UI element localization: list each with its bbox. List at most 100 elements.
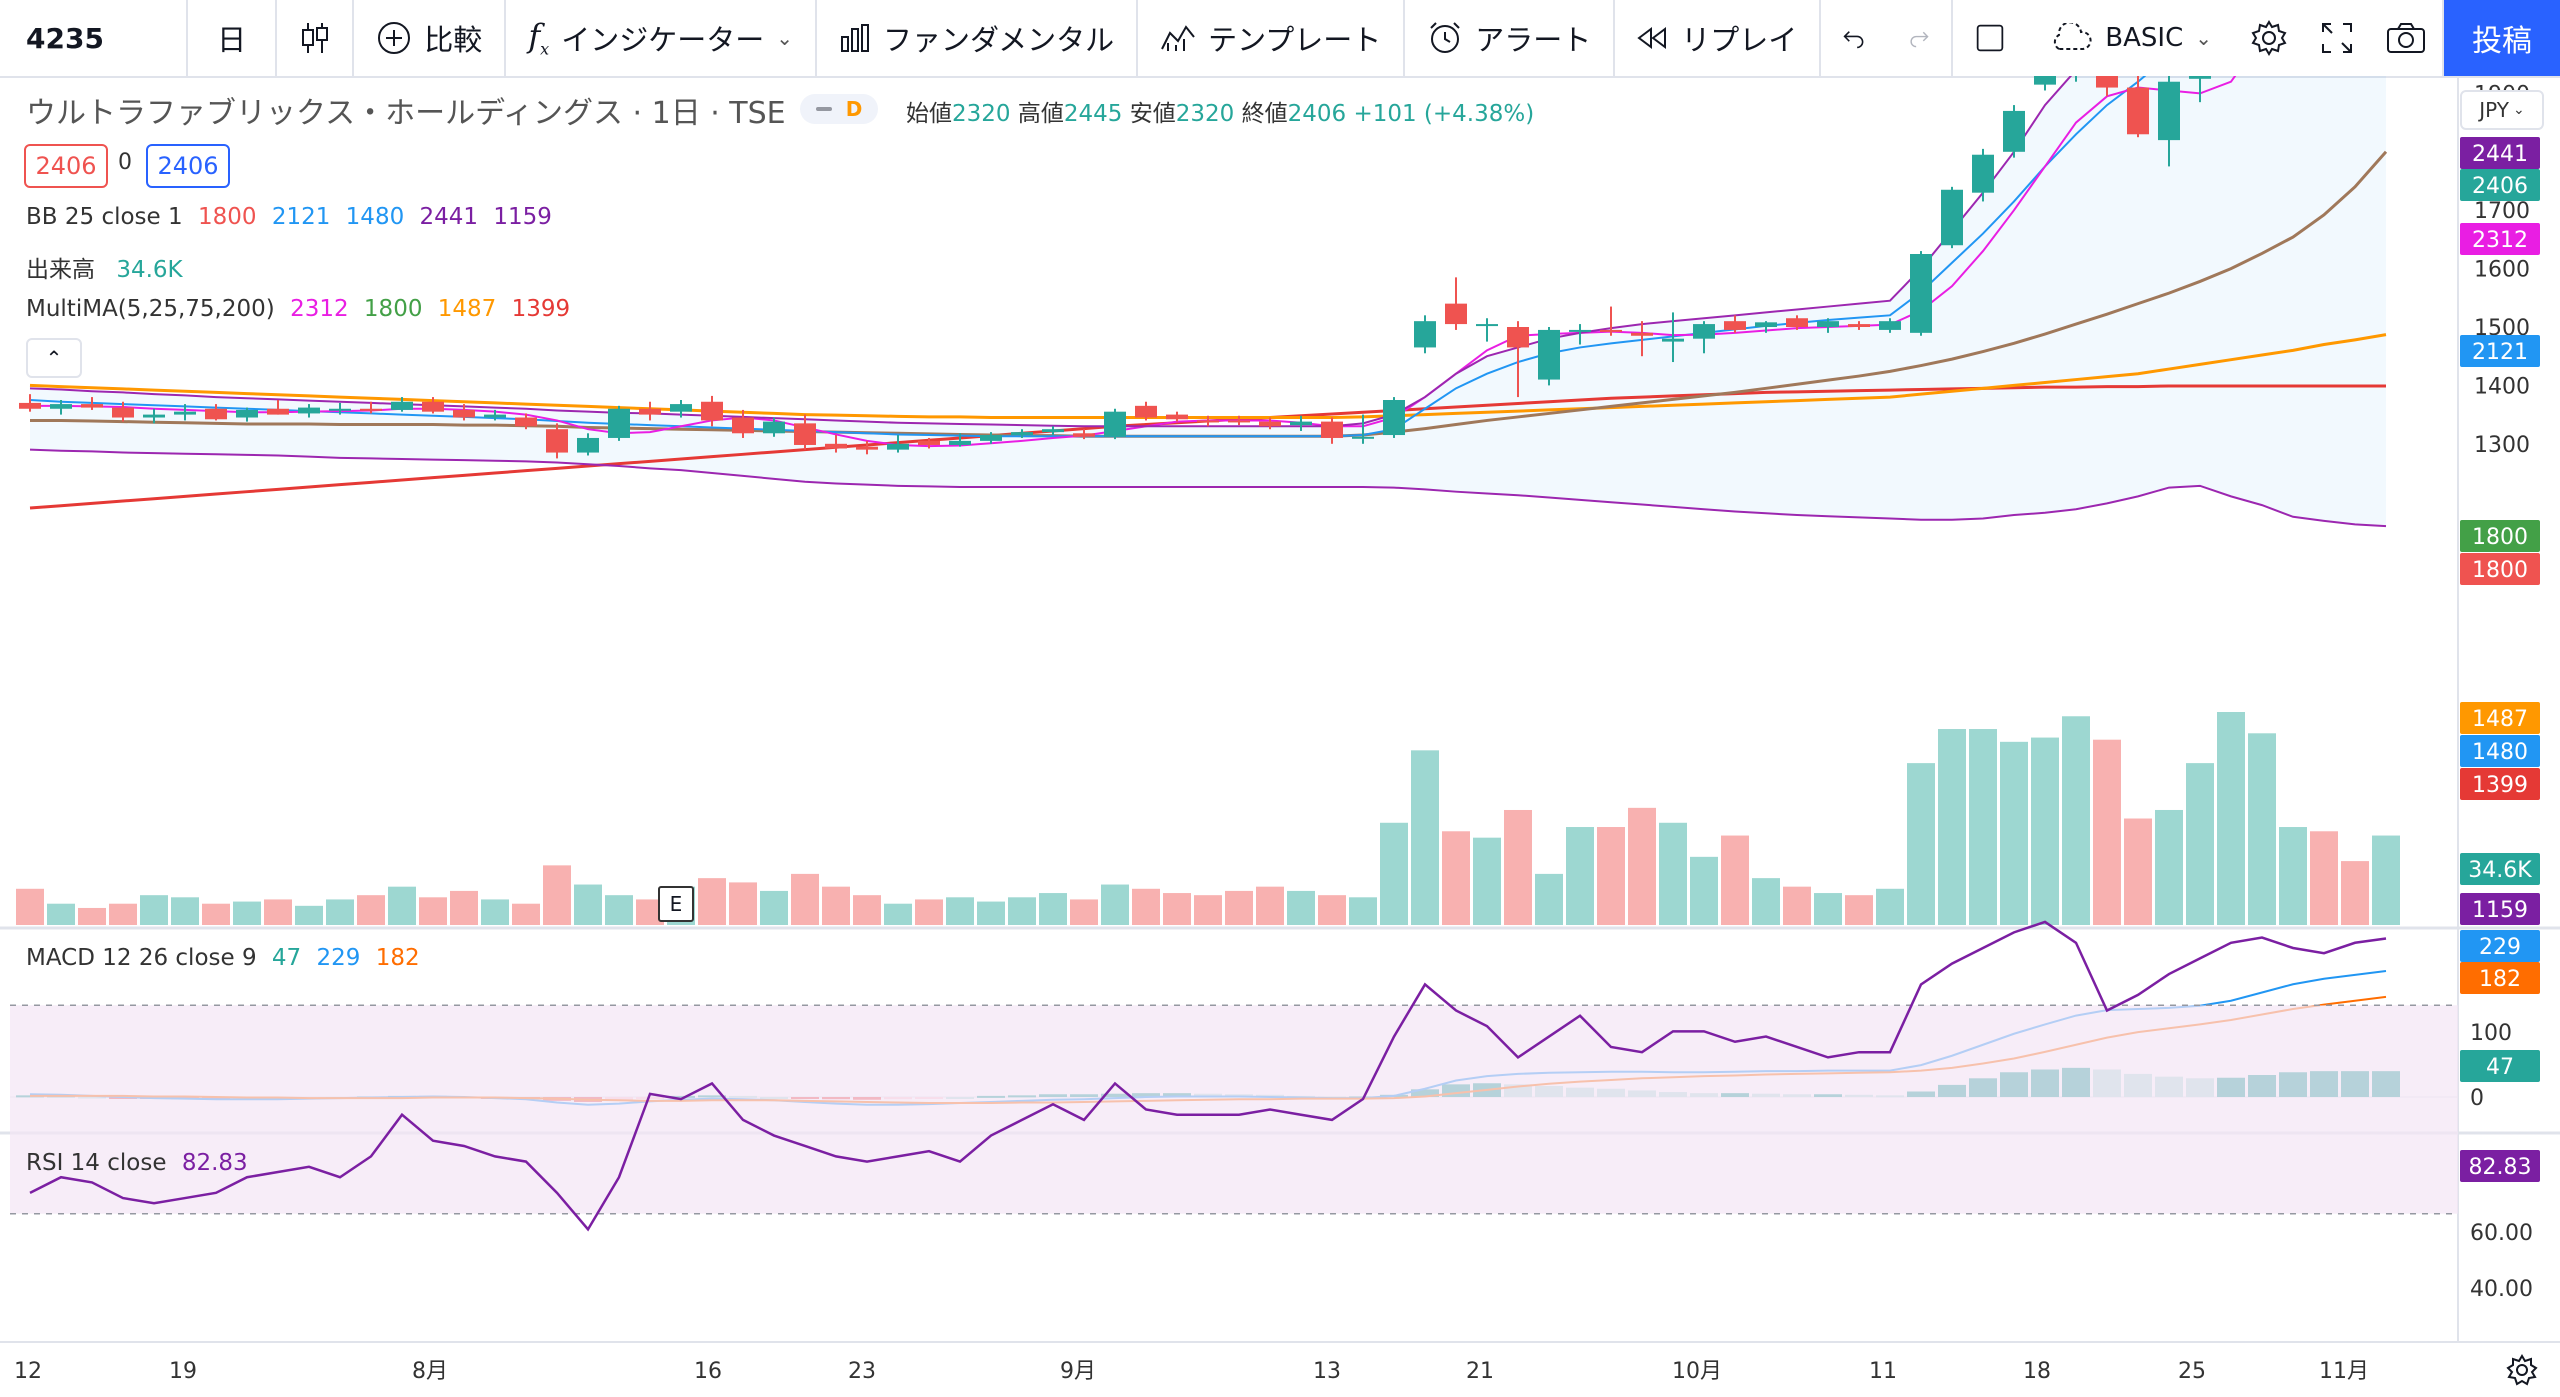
price-tag: 47: [2460, 1050, 2540, 1082]
volume-bar: [1566, 827, 1594, 925]
redo-icon: [1910, 31, 1929, 48]
candle: [1104, 408, 1126, 440]
candle: [1848, 321, 1870, 330]
volume-bar: [140, 895, 168, 925]
volume-bar: [264, 899, 292, 925]
settings-button[interactable]: [2234, 0, 2304, 76]
collapse-legend-button[interactable]: ⌃: [26, 338, 82, 378]
price-tick-label: 1300: [2474, 433, 2530, 458]
candle: [1352, 414, 1374, 444]
volume-bar: [791, 873, 819, 925]
volume-bar: [2031, 737, 2059, 925]
price-tag-box: [2460, 893, 2540, 925]
candle-body: [174, 411, 196, 415]
candle-body: [856, 446, 878, 450]
time-tick-label: 23: [848, 1359, 876, 1384]
macd-legend[interactable]: MACD 12 26 close 9 47 229 182: [26, 945, 420, 971]
sell-button[interactable]: 2406: [24, 144, 108, 188]
candle-body: [1259, 421, 1281, 427]
axis-settings-icon[interactable]: [2504, 1352, 2540, 1388]
alert-button[interactable]: アラート: [1405, 0, 1616, 76]
volume-bar: [295, 905, 323, 925]
candle-body: [1817, 321, 1839, 327]
volume-bar: [543, 865, 571, 925]
candle-body: [1972, 154, 1994, 193]
ma-label: MultiMA(5,25,75,200): [26, 296, 275, 322]
earnings-marker[interactable]: E: [658, 886, 694, 922]
symbol-search-button[interactable]: 4235: [0, 0, 189, 76]
candle-body: [949, 440, 971, 445]
candle: [1042, 426, 1064, 436]
candle: [1290, 415, 1312, 431]
volume-bar: [78, 907, 106, 925]
volume-bars: [16, 712, 2400, 925]
rsi-line: [29, 920, 2387, 1232]
volume-bar: [698, 878, 726, 925]
macd-tick-label: 0: [2470, 1086, 2484, 1111]
volume-bar: [1752, 878, 1780, 925]
volume-legend[interactable]: 出来高 34.6K: [26, 250, 183, 284]
chart-canvas[interactable]: 1300140015001600170018001900200021002200…: [0, 76, 2560, 1397]
price-tag: 34.6K: [2460, 853, 2540, 885]
rsi-band: [10, 1005, 2458, 1214]
candle-body: [236, 409, 258, 418]
candle: [577, 433, 599, 456]
price-tag: 1399: [2460, 768, 2540, 800]
candle-body: [1476, 324, 1498, 327]
volume-bar: [2093, 739, 2121, 925]
candle-body: [794, 423, 816, 445]
bollinger-legend[interactable]: BB 25 close 1 1800 2121 1480 2441 1159: [26, 204, 552, 230]
price-tag-box: [2460, 223, 2540, 255]
interval-button[interactable]: 日: [188, 0, 277, 76]
candle: [1321, 417, 1343, 444]
time-tick-label: 11: [1869, 1359, 1897, 1384]
data-status-badge[interactable]: D: [800, 94, 878, 124]
fundamentals-button[interactable]: ファンダメンタル: [817, 0, 1139, 76]
price-tag: 1480: [2460, 735, 2540, 767]
price-tag-label: 2441: [2472, 142, 2528, 167]
rsi-legend[interactable]: RSI 14 close 82.83: [26, 1150, 248, 1176]
candle-body: [2189, 76, 2211, 79]
redo-button[interactable]: [1887, 0, 1954, 76]
macd-tick-label: 100: [2470, 1021, 2512, 1046]
replay-button[interactable]: リプレイ: [1615, 0, 1822, 76]
fullscreen-button[interactable]: [2304, 0, 2370, 76]
layout-label: BASIC: [2105, 23, 2184, 53]
volume-bar: [1349, 897, 1377, 925]
currency-button[interactable]: JPY ⌄: [2460, 90, 2544, 130]
time-tick-label: 12: [14, 1359, 42, 1384]
undo-button[interactable]: [1821, 0, 1887, 76]
compare-button[interactable]: 比較: [354, 0, 507, 76]
buy-button[interactable]: 2406: [146, 144, 230, 188]
layout-select-button[interactable]: [1953, 0, 2027, 76]
candle-body: [143, 414, 165, 418]
candle: [1166, 411, 1188, 422]
volume-bar: [1597, 827, 1625, 925]
bb-value-5: 1159: [493, 204, 552, 230]
volume-bar: [1969, 729, 1997, 925]
price-tag-box: [2460, 1050, 2540, 1082]
price-tag-box: [2460, 553, 2540, 585]
price-tag-label: 1487: [2472, 707, 2528, 732]
layout-name-button[interactable]: BASIC ⌄: [2027, 0, 2234, 76]
volume-bar: [1318, 895, 1346, 925]
candle: [1073, 429, 1095, 440]
candle: [1972, 148, 1994, 202]
volume-bar: [884, 903, 912, 925]
candle: [1631, 321, 1653, 357]
price-tag-box: [2460, 520, 2540, 552]
volume-bar: [47, 903, 75, 925]
multima-legend[interactable]: MultiMA(5,25,75,200) 2312 1800 1487 1399: [26, 296, 570, 322]
candle: [763, 417, 785, 437]
indicators-button[interactable]: fx インジケーター ⌄: [506, 0, 817, 76]
publish-button[interactable]: 投稿: [2444, 0, 2560, 76]
price-tags: 2441 2406 2312 2121 1800 1800 1487 1480 1399 34.6…: [2460, 137, 2540, 1182]
candle: [174, 404, 196, 421]
low-value: 2320: [1175, 101, 1235, 127]
volume-bar: [1628, 807, 1656, 925]
candle-body: [1197, 420, 1219, 423]
templates-button[interactable]: テンプレート: [1138, 0, 1406, 76]
candle-body: [2127, 87, 2149, 135]
snapshot-button[interactable]: [2370, 0, 2444, 76]
chart-type-button[interactable]: [277, 0, 355, 76]
